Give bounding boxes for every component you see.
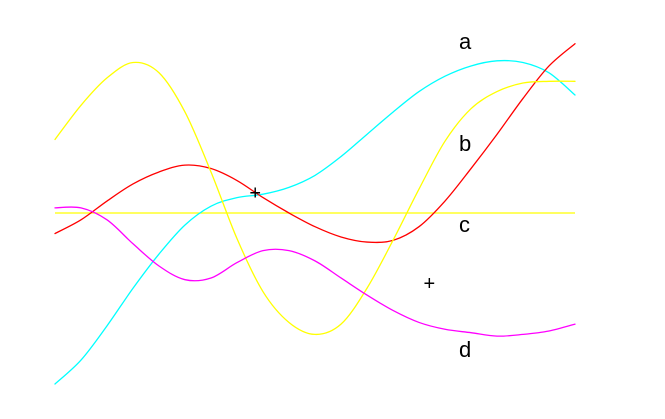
series-line-magenta (54, 206, 576, 337)
series-line-cyan (54, 59, 576, 385)
series-line-red (54, 43, 576, 244)
crosshair-marker: + (249, 182, 261, 204)
series-line-yellow (54, 61, 576, 336)
curve-label-c: c (459, 212, 470, 237)
curve-label-a: a (459, 29, 472, 54)
crosshair-marker: + (424, 273, 436, 295)
curve-label-b: b (459, 131, 471, 156)
curve-label-d: d (459, 337, 471, 362)
